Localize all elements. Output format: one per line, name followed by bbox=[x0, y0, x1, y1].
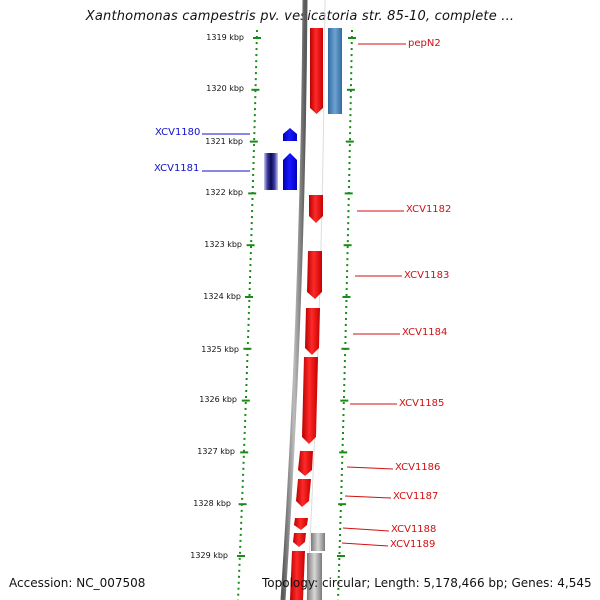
gene-XCV1182-shape[interactable] bbox=[309, 195, 323, 223]
topology-text: Topology: circular; Length: 5,178,466 bp… bbox=[262, 576, 592, 590]
gene-label-pepN2[interactable]: pepN2 bbox=[408, 38, 441, 49]
inner-ruler-track bbox=[337, 29, 353, 600]
gene-label-XCV1187[interactable]: XCV1187 bbox=[393, 491, 439, 502]
gene-pepN2-shape[interactable] bbox=[310, 28, 323, 114]
tick-label-1319: 1319 kbp bbox=[206, 33, 244, 42]
gene-XCV1185-shape[interactable] bbox=[302, 357, 318, 444]
gene-XCV1186-shape[interactable] bbox=[298, 451, 313, 476]
gene-next-shape[interactable] bbox=[290, 551, 305, 600]
genome-backbone bbox=[280, 0, 308, 600]
label-leaders bbox=[202, 43, 406, 547]
gene-XCV1189-pseudo[interactable] bbox=[311, 533, 325, 551]
gene-label-XCV1188[interactable]: XCV1188 bbox=[391, 524, 437, 535]
gene-XCV1181-shape[interactable] bbox=[283, 153, 297, 190]
map-title: Xanthomonas campestris pv. vesicatoria s… bbox=[85, 9, 515, 24]
tick-label-1326: 1326 kbp bbox=[199, 395, 237, 404]
tick-label-1324: 1324 kbp bbox=[203, 292, 241, 301]
tick-label-1320: 1320 kbp bbox=[206, 84, 244, 93]
accession-text: Accession: NC_007508 bbox=[9, 576, 146, 590]
outer-ruler-track bbox=[237, 29, 258, 600]
tick-label-1329: 1329 kbp bbox=[190, 551, 228, 560]
gene-label-XCV1185[interactable]: XCV1185 bbox=[399, 398, 445, 409]
gene-XCV1187-shape[interactable] bbox=[296, 479, 311, 507]
gene-label-XCV1186[interactable]: XCV1186 bbox=[395, 462, 441, 473]
tick-label-1327: 1327 kbp bbox=[197, 447, 235, 456]
gene-label-XCV1184[interactable]: XCV1184 bbox=[402, 327, 448, 338]
tick-label-1321: 1321 kbp bbox=[205, 137, 243, 146]
gene-label-XCV1189[interactable]: XCV1189 bbox=[390, 539, 436, 550]
tick-label-1328: 1328 kbp bbox=[193, 499, 231, 508]
gene-XCV1189-shape[interactable] bbox=[293, 533, 306, 547]
tick-label-1322: 1322 kbp bbox=[205, 188, 243, 197]
gene-next-pseudo[interactable] bbox=[307, 553, 322, 600]
gene-XCV1180-shape[interactable] bbox=[283, 128, 297, 141]
gene-label-XCV1180[interactable]: XCV1180 bbox=[155, 127, 201, 138]
tick-label-1323: 1323 kbp bbox=[204, 240, 242, 249]
gene-label-XCV1183[interactable]: XCV1183 bbox=[404, 270, 450, 281]
gene-XCV1184-shape[interactable] bbox=[305, 308, 320, 355]
gene-XCV1181-pseudo[interactable] bbox=[264, 153, 278, 190]
gene-label-XCV1181[interactable]: XCV1181 bbox=[154, 163, 200, 174]
genome-backbone-right-edge bbox=[306, 0, 326, 600]
forward-strand-genes bbox=[290, 28, 342, 600]
gene-XCV1183-shape[interactable] bbox=[307, 251, 322, 299]
gene-pepN2-rna[interactable] bbox=[328, 28, 342, 114]
gene-XCV1188-shape[interactable] bbox=[294, 518, 308, 530]
gene-label-XCV1182[interactable]: XCV1182 bbox=[406, 204, 452, 215]
tick-label-1325: 1325 kbp bbox=[201, 345, 239, 354]
reverse-strand-genes bbox=[264, 128, 297, 190]
ruler-ticks bbox=[237, 37, 356, 557]
